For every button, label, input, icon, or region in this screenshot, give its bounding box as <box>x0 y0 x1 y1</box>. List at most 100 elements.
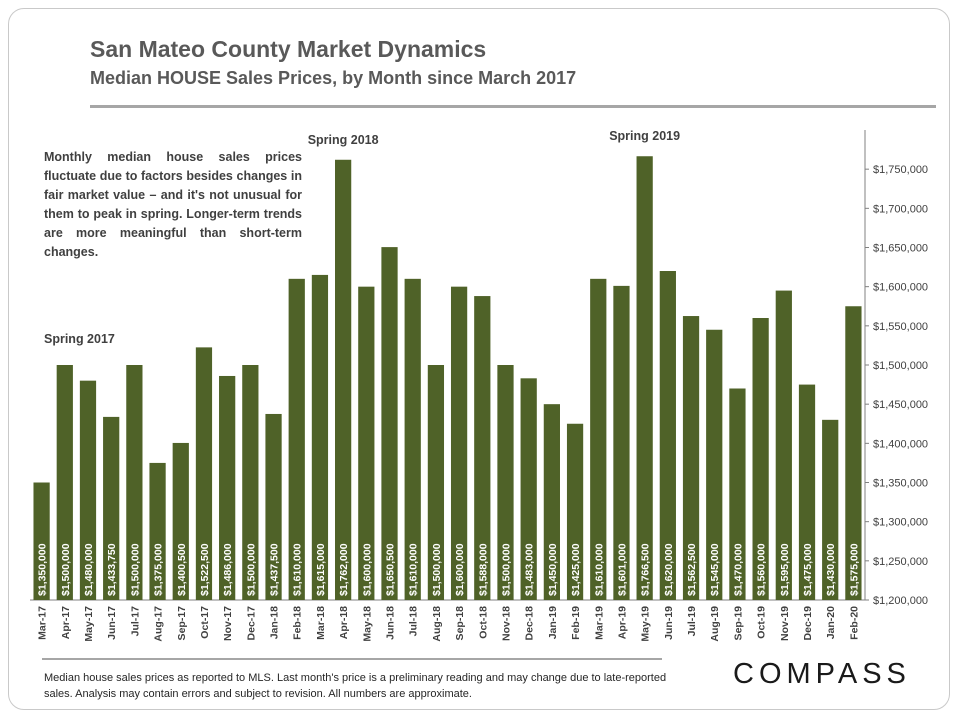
bar <box>497 365 514 600</box>
bar <box>242 365 259 600</box>
x-tick-label: Apr-18 <box>338 606 350 639</box>
spring-annotation: Spring 2017 <box>44 332 115 346</box>
y-tick-label: $1,400,000 <box>873 438 928 450</box>
bar-value-label: $1,595,000 <box>779 543 791 596</box>
x-tick-label: Jan-18 <box>269 606 281 639</box>
x-tick-label: Mar-18 <box>315 606 327 640</box>
bar-value-label: $1,610,000 <box>292 543 304 596</box>
x-tick-label: Oct-18 <box>477 606 489 639</box>
bar <box>335 159 352 600</box>
bar <box>103 416 120 600</box>
x-tick-label: Sep-19 <box>732 606 744 641</box>
bar <box>79 380 97 600</box>
bar <box>775 290 792 600</box>
bar <box>311 274 329 600</box>
bar-value-label: $1,575,000 <box>848 543 860 596</box>
bar-value-label: $1,433,750 <box>106 543 118 596</box>
bar <box>798 384 816 600</box>
bar <box>56 365 73 600</box>
x-tick-label: Jan-19 <box>547 606 559 639</box>
x-tick-label: Aug-18 <box>431 606 443 642</box>
x-tick-label: May-19 <box>640 606 652 642</box>
bar <box>149 462 166 600</box>
x-tick-label: Mar-17 <box>37 606 49 640</box>
bar-value-label: $1,500,000 <box>60 543 72 596</box>
bar <box>288 278 305 600</box>
y-tick-label: $1,500,000 <box>873 360 928 372</box>
x-tick-label: May-18 <box>361 606 373 642</box>
x-tick-label: Feb-18 <box>292 606 304 640</box>
x-tick-label: Sep-18 <box>454 606 466 641</box>
bar <box>543 404 560 600</box>
x-tick-label: May-17 <box>83 606 95 642</box>
bar-value-label: $1,400,500 <box>176 543 188 596</box>
bar-value-label: $1,600,000 <box>361 543 373 596</box>
bar <box>590 278 607 600</box>
bar <box>381 247 398 600</box>
x-tick-label: Sep-17 <box>176 606 188 641</box>
x-tick-label: Feb-20 <box>848 606 860 640</box>
bar-value-label: $1,588,000 <box>477 543 489 596</box>
bar-value-label: $1,620,000 <box>663 543 675 596</box>
bar <box>450 286 468 600</box>
bar <box>172 442 189 600</box>
bar-value-label: $1,483,000 <box>524 543 536 596</box>
bar <box>33 482 50 600</box>
bar-value-label: $1,610,000 <box>593 543 605 596</box>
page-title: San Mateo County Market Dynamics <box>90 36 487 62</box>
bar-value-label: $1,480,000 <box>83 543 95 596</box>
bar-value-label: $1,425,000 <box>570 543 582 596</box>
page-subtitle: Median HOUSE Sales Prices, by Month sinc… <box>90 68 577 88</box>
bar-value-label: $1,500,000 <box>431 543 443 596</box>
bar-value-label: $1,610,000 <box>408 543 420 596</box>
bar <box>358 286 375 600</box>
x-tick-label: Feb-19 <box>570 606 582 640</box>
bar <box>474 296 491 600</box>
x-tick-label: Dec-17 <box>245 606 257 641</box>
x-tick-label: Aug-19 <box>709 606 721 642</box>
bar-value-label: $1,350,000 <box>37 543 49 596</box>
x-tick-label: Jul-18 <box>408 606 420 637</box>
spring-annotation: Spring 2019 <box>609 129 680 143</box>
x-tick-label: Jan-20 <box>825 606 837 639</box>
bar-value-label: $1,375,000 <box>153 543 165 596</box>
explanatory-note: Monthly median house sales prices fluctu… <box>44 150 302 259</box>
x-tick-label: Nov-18 <box>500 606 512 641</box>
bar <box>566 423 584 600</box>
bar <box>404 278 421 600</box>
bar <box>636 156 653 600</box>
bar <box>659 271 676 600</box>
bar <box>265 413 282 600</box>
bar-value-label: $1,562,500 <box>686 543 698 596</box>
bar <box>427 365 445 600</box>
bar <box>219 375 236 600</box>
x-tick-label: Jul-19 <box>686 606 698 637</box>
bar-value-label: $1,450,000 <box>547 543 559 596</box>
x-tick-label: Aug-17 <box>153 606 165 642</box>
bar <box>520 378 537 600</box>
y-tick-label: $1,300,000 <box>873 517 928 529</box>
bar-value-label: $1,475,000 <box>802 543 814 596</box>
y-tick-label: $1,200,000 <box>873 595 928 607</box>
bar <box>195 347 213 600</box>
footer-disclaimer: Median house sales prices as reported to… <box>44 672 667 700</box>
x-tick-label: Oct-19 <box>756 606 768 639</box>
x-tick-label: Mar-19 <box>593 606 605 640</box>
y-tick-label: $1,550,000 <box>873 321 928 333</box>
x-tick-label: Apr-17 <box>60 606 72 639</box>
bar-value-label: $1,615,000 <box>315 543 327 596</box>
x-tick-label: Nov-17 <box>222 606 234 641</box>
x-tick-label: Jun-17 <box>106 606 118 640</box>
y-tick-label: $1,700,000 <box>873 203 928 215</box>
x-tick-label: Oct-17 <box>199 606 211 639</box>
y-tick-label: $1,450,000 <box>873 399 928 411</box>
bar <box>706 329 723 600</box>
title-divider <box>90 105 936 108</box>
bar <box>126 365 143 600</box>
x-tick-label: Dec-18 <box>524 606 536 641</box>
bar-value-label: $1,601,000 <box>616 543 628 596</box>
y-tick-label: $1,650,000 <box>873 243 928 255</box>
bar <box>729 388 746 600</box>
y-tick-label: $1,250,000 <box>873 556 928 568</box>
